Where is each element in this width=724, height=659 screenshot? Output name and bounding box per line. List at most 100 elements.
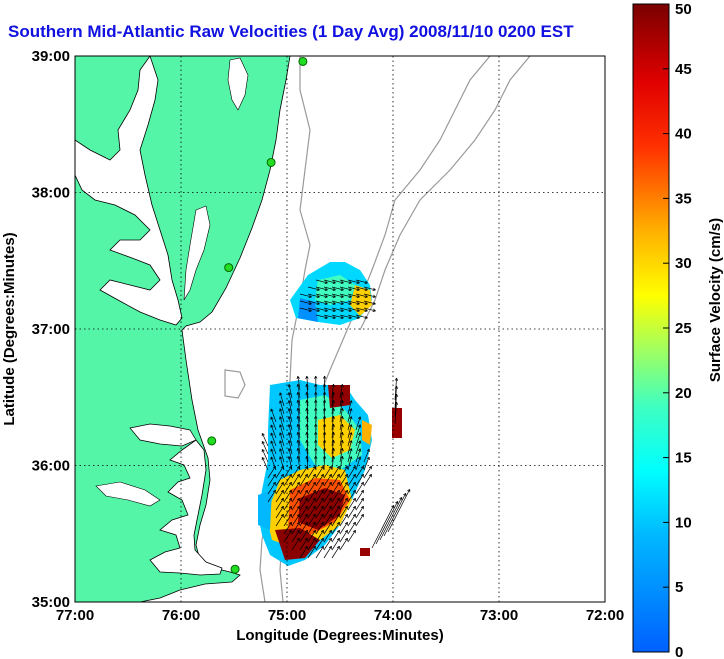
velocity-arrow bbox=[267, 473, 276, 487]
velocity-arrow bbox=[299, 537, 308, 551]
velocity-arrow bbox=[305, 431, 309, 447]
velocity-arrow bbox=[339, 400, 344, 415]
velocity-arrow bbox=[331, 447, 335, 463]
velocity-arrow bbox=[287, 408, 293, 423]
velocity-arrow bbox=[339, 497, 348, 511]
velocity-arrow bbox=[291, 521, 300, 535]
velocity-arrow bbox=[287, 424, 293, 439]
velocity-arrow bbox=[299, 505, 308, 519]
velocity-arrow bbox=[323, 489, 332, 503]
velocity-arrow bbox=[322, 431, 327, 447]
y-axis-label: Latitude (Degrees:Minutes) bbox=[1, 232, 18, 425]
station-5-marker bbox=[230, 564, 240, 574]
velocity-arrow bbox=[267, 481, 276, 495]
lat-tick-label: 39:00 bbox=[32, 48, 70, 65]
velocity-arrow bbox=[363, 293, 376, 298]
velocity-arrow bbox=[296, 399, 301, 415]
velocity-arrow bbox=[347, 286, 360, 291]
velocity-arrow bbox=[339, 456, 344, 471]
velocity-arrow bbox=[331, 300, 344, 305]
velocity-arrow bbox=[261, 456, 269, 471]
x-axis-label: Longitude (Degrees:Minutes) bbox=[236, 627, 444, 644]
velocity-arrow bbox=[355, 513, 364, 527]
velocity-arrow bbox=[315, 513, 324, 527]
velocity-arrow bbox=[339, 384, 344, 399]
velocity-arrow bbox=[296, 415, 301, 431]
velocity-arrow bbox=[323, 537, 332, 551]
velocity-arrow bbox=[331, 455, 335, 471]
velocity-arrow bbox=[347, 307, 360, 312]
velocity-arrow bbox=[331, 415, 335, 431]
velocity-arrow bbox=[323, 505, 332, 519]
velocity-arrow bbox=[355, 279, 368, 284]
velocity-arrow bbox=[279, 408, 285, 423]
eastern-shore-channel bbox=[183, 205, 211, 301]
velocity-arrow bbox=[307, 497, 316, 511]
velocity-arrow bbox=[307, 529, 316, 543]
velocity-arrow bbox=[339, 432, 344, 447]
velocity-arrow bbox=[339, 392, 344, 407]
velocity-arrow bbox=[339, 448, 344, 463]
velocity-arrow bbox=[287, 384, 293, 399]
velocity-arrow bbox=[339, 513, 348, 527]
velocity-arrow bbox=[347, 432, 353, 447]
velocity-arrow bbox=[270, 408, 277, 423]
velocity-arrow bbox=[299, 489, 308, 503]
velocity-arrow bbox=[270, 432, 277, 447]
velocity-arrow bbox=[379, 496, 403, 541]
velocity-arrow bbox=[323, 513, 332, 527]
velocity-arrow bbox=[305, 439, 309, 455]
velocity-arrow bbox=[347, 300, 360, 305]
velocity-arrow bbox=[275, 473, 284, 487]
velocity-arrow bbox=[331, 529, 340, 543]
graticule bbox=[75, 56, 605, 602]
velocity-arrow bbox=[296, 447, 301, 463]
velocity-arrow bbox=[299, 497, 308, 511]
velocity-arrow bbox=[279, 424, 285, 439]
velocity-arrow bbox=[347, 408, 353, 423]
velocity-arrow bbox=[291, 505, 300, 519]
velocity-arrow bbox=[296, 383, 301, 399]
velocity-arrow bbox=[322, 391, 327, 407]
velocity-arrow bbox=[347, 314, 360, 319]
velocity-arrow bbox=[331, 307, 344, 312]
velocity-arrow bbox=[323, 286, 336, 291]
velocity-arrow bbox=[331, 431, 335, 447]
velocity-arrow bbox=[363, 300, 376, 305]
velocity-arrow bbox=[299, 545, 308, 559]
velocity-arrow bbox=[299, 481, 308, 495]
lat-tick-label: 35:00 bbox=[32, 594, 70, 611]
longitude-ticks: 77:00 76:00 75:00 74:00 73:00 72:00 bbox=[56, 607, 624, 624]
velocity-arrow bbox=[347, 489, 356, 503]
velocity-arrow bbox=[331, 521, 340, 535]
velocity-arrow bbox=[355, 465, 364, 479]
velocity-arrow bbox=[315, 286, 328, 291]
velocity-arrow bbox=[299, 521, 308, 535]
velocity-arrow bbox=[363, 456, 370, 471]
station-4-marker bbox=[207, 436, 217, 446]
velocity-arrow bbox=[355, 505, 364, 519]
velocity-arrow bbox=[275, 481, 284, 495]
velocity-arrow bbox=[322, 407, 327, 423]
velocity-arrow bbox=[283, 489, 292, 503]
velocity-arrow bbox=[283, 497, 292, 511]
velocity-arrow bbox=[323, 473, 332, 487]
velocity-arrow bbox=[347, 473, 356, 487]
velocity-arrow bbox=[261, 440, 269, 455]
velocity-arrow bbox=[307, 513, 316, 527]
velocity-arrow bbox=[355, 489, 364, 503]
velocity-arrow bbox=[275, 505, 284, 519]
velocity-arrow bbox=[347, 440, 353, 455]
station-1-marker bbox=[298, 56, 308, 66]
velocity-arrow bbox=[270, 416, 277, 431]
velocity-arrow bbox=[355, 416, 362, 431]
velocity-arrow bbox=[305, 447, 309, 463]
velocity-arrow bbox=[323, 307, 336, 312]
river-mouth bbox=[95, 481, 161, 507]
velocity-arrow bbox=[339, 465, 348, 479]
velocity-arrow bbox=[323, 465, 332, 479]
velocity-arrow bbox=[261, 432, 269, 447]
velocity-arrow bbox=[279, 400, 285, 415]
velocity-arrow bbox=[287, 400, 293, 415]
velocity-arrow bbox=[323, 300, 336, 305]
